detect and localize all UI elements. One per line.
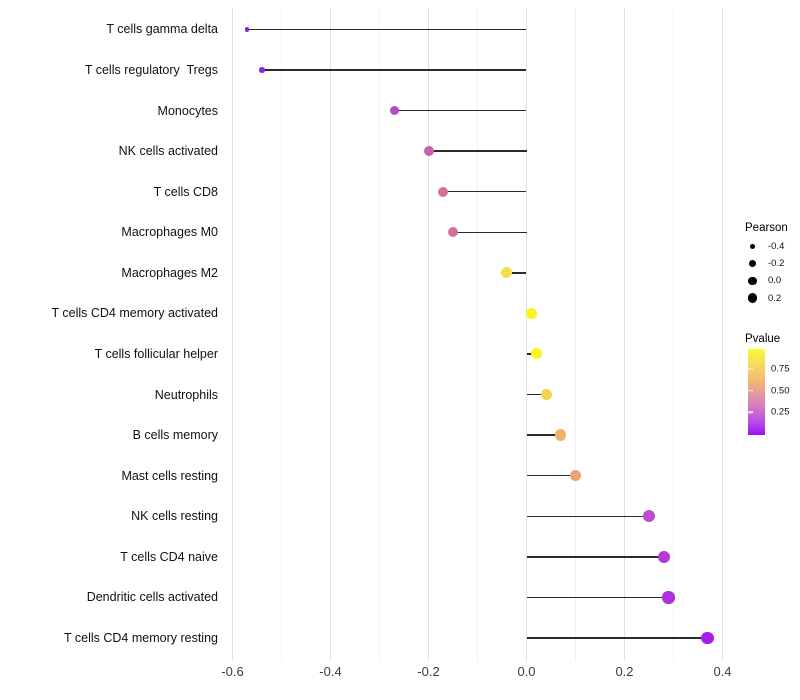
- x-axis-tick-label: -0.6: [221, 664, 244, 679]
- lollipop-dot: [525, 307, 537, 319]
- x-axis-tick-label: 0.0: [517, 664, 536, 679]
- gridline-x-major: [526, 8, 527, 661]
- colorbar-tick-label: 0.50: [771, 385, 790, 397]
- y-axis-label: Monocytes: [157, 103, 218, 118]
- y-axis-label: Neutrophils: [154, 387, 218, 402]
- lollipop-stem: [247, 28, 527, 31]
- pearson-size-legend: Pearson -0.4 -0.2 0.0 0.2: [745, 222, 788, 307]
- lollipop-stem: [443, 190, 527, 193]
- colorbar-tick-dash: [748, 411, 753, 414]
- lollipop-dot: [540, 388, 552, 401]
- colorbar-tick-label: 0.25: [771, 406, 790, 418]
- lollipop-stem: [526, 637, 708, 639]
- lollipop-stem: [453, 231, 527, 233]
- size-legend-dot: [749, 243, 756, 250]
- gridline-x-minor: [281, 8, 282, 661]
- size-legend-label: 0.2: [768, 292, 782, 304]
- gridline-x-minor: [379, 8, 380, 661]
- size-legend-dot: [749, 260, 756, 268]
- y-axis-label: Mast cells resting: [121, 468, 218, 483]
- size-legend-dot-cell: [745, 276, 760, 286]
- gridline-x-major: [624, 8, 625, 661]
- y-axis-label: B cells memory: [132, 428, 218, 443]
- gridline-x-major: [428, 8, 429, 661]
- gridline-x-major: [232, 8, 233, 661]
- pvalue-color-legend: Pvalue 0.75 0.50 0.25: [745, 333, 790, 439]
- lollipop-dot: [662, 591, 675, 604]
- gridline-x-minor: [673, 8, 674, 661]
- size-legend-dot: [748, 276, 757, 286]
- lollipop-dot: [569, 469, 582, 482]
- lollipop-dot: [657, 550, 670, 563]
- size-legend-title: Pearson: [745, 222, 788, 234]
- x-axis-tick-label: 0.2: [615, 664, 634, 679]
- gridline-x-minor: [477, 8, 478, 661]
- y-axis-label: T cells CD4 memory activated: [51, 306, 219, 321]
- lollipop-stem: [526, 474, 576, 477]
- size-legend-entry: -0.4: [745, 238, 788, 255]
- y-axis-label: Macrophages M2: [121, 265, 218, 280]
- y-axis-label: NK cells resting: [131, 509, 218, 524]
- y-axis-label: T cells gamma delta: [106, 22, 218, 37]
- lollipop-stem: [526, 596, 669, 599]
- size-legend-entry: 0.0: [745, 272, 788, 289]
- size-legend-dot-cell: [745, 243, 760, 250]
- lollipop-dot: [259, 67, 265, 73]
- lollipop-dot: [389, 105, 399, 116]
- colorbar-tick-dash: [748, 389, 753, 392]
- gridline-x-major: [722, 8, 723, 661]
- lollipop-stem: [261, 69, 527, 71]
- lollipop-dot: [555, 429, 567, 441]
- size-legend-entry: -0.2: [745, 255, 788, 272]
- size-legend-label: -0.2: [768, 258, 785, 270]
- lollipop-stem: [506, 272, 527, 274]
- lollipop-stem: [394, 109, 527, 112]
- colorbar-tick-label: 0.75: [771, 363, 790, 375]
- size-legend-dot-cell: [745, 293, 760, 303]
- pvalue-colorbar: [748, 349, 765, 435]
- colorbar-tick-dash: [748, 367, 753, 370]
- lollipop-dot: [530, 348, 542, 360]
- lollipop-stem: [526, 556, 664, 558]
- color-legend-title: Pvalue: [745, 333, 781, 345]
- y-axis-label: T cells CD4 memory resting: [64, 630, 218, 645]
- lollipop-dot: [643, 510, 655, 523]
- y-axis-label: T cells follicular helper: [94, 346, 218, 361]
- x-axis-tick-label: 0.4: [713, 664, 732, 679]
- y-axis-label: T cells CD8: [153, 184, 218, 199]
- lollipop-stem: [428, 150, 527, 152]
- lollipop-dot: [701, 631, 715, 645]
- x-axis-tick-label: -0.4: [319, 664, 342, 679]
- size-legend-entry: 0.2: [745, 290, 788, 307]
- lollipop-dot: [244, 27, 250, 32]
- y-axis-label: T cells regulatory Tregs: [84, 62, 218, 77]
- gridline-x-major: [330, 8, 331, 661]
- y-axis-label: T cells CD4 naive: [120, 549, 218, 564]
- x-axis-tick-label: -0.2: [417, 664, 440, 679]
- lollipop-dot: [447, 227, 459, 238]
- y-axis-label: Macrophages M0: [121, 225, 218, 240]
- y-axis-label: NK cells activated: [118, 144, 218, 159]
- lollipop-stem: [526, 515, 649, 517]
- lollipop-dot: [501, 267, 513, 279]
- lollipop-stem: [526, 393, 547, 396]
- lollipop-dot: [438, 186, 449, 197]
- gridline-x-minor: [575, 8, 576, 661]
- size-legend-dot: [747, 293, 758, 303]
- lollipop-stem: [526, 434, 561, 436]
- size-legend-label: -0.4: [768, 241, 785, 253]
- colorbar-wrap: 0.75 0.50 0.25: [745, 349, 790, 439]
- size-legend-dot-cell: [745, 260, 760, 268]
- size-legend-label: 0.0: [768, 275, 782, 287]
- lollipop-dot: [423, 146, 434, 157]
- y-axis-label: Dendritic cells activated: [86, 590, 218, 605]
- size-legend-entries: -0.4 -0.2 0.0 0.2: [745, 238, 788, 307]
